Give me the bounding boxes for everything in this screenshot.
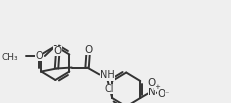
- Text: N: N: [148, 87, 156, 97]
- Text: NH: NH: [100, 70, 115, 81]
- Text: O: O: [148, 78, 156, 88]
- Text: ⁻: ⁻: [165, 90, 169, 98]
- Text: O: O: [84, 44, 92, 54]
- Text: +: +: [154, 84, 160, 90]
- Text: O: O: [157, 89, 165, 99]
- Text: Cl: Cl: [105, 84, 114, 94]
- Text: CH₃: CH₃: [1, 53, 18, 61]
- Text: O: O: [53, 46, 62, 56]
- Text: O: O: [35, 51, 43, 61]
